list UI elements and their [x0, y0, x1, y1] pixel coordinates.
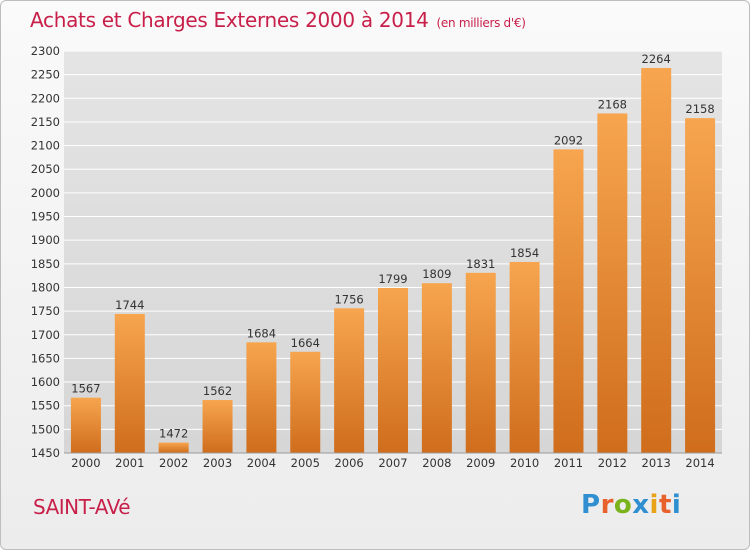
city-name: SAINT-AVé	[33, 495, 131, 519]
bar	[641, 68, 672, 453]
bar	[334, 308, 365, 453]
bar	[290, 351, 321, 453]
y-tick-label: 1600	[31, 375, 60, 389]
y-tick-label: 2100	[31, 139, 60, 153]
y-tick-label: 1900	[31, 233, 60, 247]
data-label: 2264	[642, 52, 671, 66]
logo-letter: o	[613, 490, 633, 520]
data-label: 1756	[334, 292, 363, 306]
data-label: 1831	[466, 257, 495, 271]
data-label: 2158	[685, 102, 714, 116]
x-tick-label: 2001	[115, 456, 144, 470]
y-tick-label: 1550	[31, 399, 60, 413]
y-tick-label: 1700	[31, 328, 60, 342]
bar	[70, 397, 101, 453]
y-axis: 1450 1500 1550 1600 1650 1700 1750 1800 1850 1900…	[31, 44, 60, 460]
data-label: 1854	[510, 246, 539, 260]
x-tick-label: 2012	[598, 456, 627, 470]
bar	[202, 400, 233, 453]
x-tick-label: 2007	[378, 456, 407, 470]
bar	[509, 261, 540, 453]
x-tick-label: 2013	[642, 456, 671, 470]
y-tick-label: 1650	[31, 351, 60, 365]
x-tick-label: 2004	[247, 456, 276, 470]
x-tick-label: 2014	[685, 456, 714, 470]
y-tick-label: 2200	[31, 91, 60, 105]
bar	[597, 113, 628, 454]
bars: 1567 1744 1472 1562 1684 1664 1756 1799 1809 1831…	[70, 52, 716, 454]
logo-letter: t	[658, 490, 672, 520]
data-label: 1664	[291, 336, 320, 350]
data-label: 1809	[422, 267, 451, 281]
y-tick-label: 1750	[31, 304, 60, 318]
data-label: 1562	[203, 384, 232, 398]
logo-letter: r	[600, 490, 614, 520]
x-tick-label: 2008	[422, 456, 451, 470]
bar	[246, 342, 277, 453]
y-tick-label: 2000	[31, 186, 60, 200]
x-tick-label: 2009	[466, 456, 495, 470]
logo-letter: x	[632, 490, 650, 520]
x-tick-label: 2006	[334, 456, 363, 470]
bar	[158, 442, 189, 453]
y-tick-label: 2150	[31, 115, 60, 129]
y-tick-label: 1850	[31, 257, 60, 271]
bar	[465, 272, 496, 453]
bar	[553, 149, 584, 453]
x-tick-label: 2000	[71, 456, 100, 470]
bar	[421, 283, 452, 453]
logo-letter: P	[581, 490, 601, 520]
y-tick-label: 2250	[31, 68, 60, 82]
proxiti-logo: Proxiti	[581, 490, 681, 520]
y-tick-label: 1500	[31, 422, 60, 436]
chart-title: Achats et Charges Externes 2000 à 2014 (e…	[30, 8, 526, 32]
x-tick-label: 2003	[203, 456, 232, 470]
y-tick-label: 2050	[31, 162, 60, 176]
x-tick-label: 2005	[291, 456, 320, 470]
data-label: 1744	[115, 298, 144, 312]
data-label: 1799	[378, 272, 407, 286]
data-label: 2092	[554, 133, 583, 147]
y-tick-label: 1800	[31, 280, 60, 294]
x-tick-label: 2002	[159, 456, 188, 470]
logo-letter: i	[671, 490, 682, 520]
x-tick-label: 2010	[510, 456, 539, 470]
data-label: 1472	[159, 427, 188, 441]
data-label: 1567	[71, 382, 100, 396]
data-label: 2168	[598, 97, 627, 111]
x-axis: 2000 2001 2002 2003 2004 2005 2006 2007 2008 2009…	[64, 452, 722, 470]
chart-unit: (en milliers d'€)	[436, 16, 526, 30]
y-tick-label: 1950	[31, 210, 60, 224]
data-label: 1684	[247, 326, 276, 340]
logo-letter: i	[649, 490, 659, 520]
y-tick-label: 2300	[31, 44, 60, 58]
bar	[378, 287, 408, 453]
x-tick-label: 2011	[554, 456, 583, 470]
bar	[114, 313, 145, 453]
bar	[685, 118, 716, 453]
y-tick-label: 1450	[31, 446, 60, 460]
chart-title-text: Achats et Charges Externes 2000 à 2014	[30, 8, 429, 32]
